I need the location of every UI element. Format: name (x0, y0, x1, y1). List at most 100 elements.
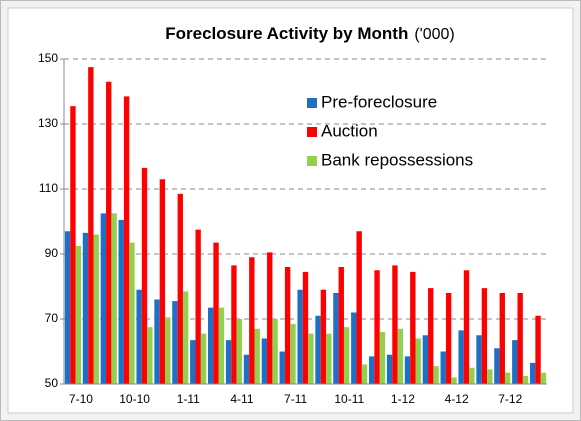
bar (386, 354, 393, 384)
bar (320, 289, 327, 384)
bar (535, 315, 541, 384)
bar (100, 213, 107, 384)
bar (458, 330, 464, 384)
bar (333, 293, 339, 384)
bar (154, 299, 160, 384)
legend-label: Auction (321, 121, 378, 140)
bar (463, 270, 470, 384)
bar (369, 356, 375, 384)
bar (494, 348, 500, 384)
bar (361, 364, 368, 384)
y-tick-label: 150 (38, 51, 58, 65)
bar (200, 333, 207, 384)
bar (404, 356, 411, 384)
chart-title-group: Foreclosure Activity by Month ('000) (165, 24, 454, 43)
bar (261, 338, 268, 384)
bar (225, 340, 232, 384)
y-tick-label: 90 (45, 246, 59, 260)
bar (182, 291, 189, 384)
bar (540, 372, 547, 384)
x-tick-label: 10-11 (334, 392, 364, 406)
bar (141, 167, 148, 384)
bar (172, 301, 178, 384)
bar (499, 293, 505, 384)
bar (445, 293, 452, 384)
bar (290, 323, 296, 384)
legend-label: Pre-foreclosure (321, 92, 437, 111)
chart-title: Foreclosure Activity by Month (165, 24, 408, 43)
bar (129, 242, 135, 384)
bar (75, 245, 81, 384)
bar (93, 234, 99, 384)
y-tick-label: 50 (45, 376, 59, 390)
bar (123, 96, 130, 384)
bar (530, 362, 536, 384)
legend-swatch (307, 156, 317, 166)
x-tick-label: 4-11 (230, 392, 253, 406)
bar (213, 242, 219, 384)
bar (410, 271, 416, 384)
bar (249, 257, 255, 384)
bar (326, 333, 332, 384)
bar (356, 231, 362, 384)
bar (392, 265, 398, 384)
x-tick-label: 10-10 (119, 392, 150, 406)
bar (177, 193, 183, 384)
y-tick-label: 130 (38, 116, 58, 130)
bar (522, 375, 529, 384)
bar (397, 328, 403, 384)
bar (208, 307, 214, 384)
bar (70, 106, 76, 384)
bar (415, 338, 421, 384)
bar (165, 317, 171, 384)
bar (267, 252, 273, 384)
bar (195, 229, 201, 384)
bar (297, 289, 303, 384)
bar (231, 265, 237, 384)
bar (272, 319, 278, 384)
legend-label: Bank repossessions (321, 150, 473, 169)
legend-swatch (307, 127, 317, 137)
bar (351, 312, 357, 384)
bar (440, 351, 446, 384)
bar (343, 327, 350, 384)
bar (136, 289, 142, 384)
x-tick-label: 1-11 (177, 392, 200, 406)
x-tick-label: 7-10 (69, 392, 93, 406)
bar (236, 319, 242, 384)
bar (111, 213, 117, 384)
bar (374, 270, 380, 384)
bar (190, 340, 196, 384)
bar (338, 267, 344, 384)
bar (279, 351, 285, 384)
bar (422, 335, 429, 384)
bar (451, 377, 457, 384)
bar (302, 271, 309, 384)
bar (315, 315, 321, 384)
bar (159, 179, 166, 384)
x-tick-label: 4-12 (445, 392, 469, 406)
x-tick-label: 1-12 (391, 392, 415, 406)
y-tick-label: 70 (45, 311, 59, 325)
bar (243, 354, 250, 384)
bar (476, 335, 482, 384)
bar (82, 232, 89, 384)
bar (308, 333, 314, 384)
y-tick-label: 110 (39, 181, 58, 195)
bar (487, 369, 493, 384)
x-tick-label: 7-12 (498, 392, 522, 406)
bar (284, 267, 291, 384)
bar (147, 327, 153, 384)
bar (106, 81, 112, 384)
unit-note: ('000) (414, 26, 454, 43)
bar (512, 340, 518, 384)
bar (64, 231, 71, 384)
bar (517, 293, 523, 384)
bar (504, 372, 511, 384)
bar (433, 366, 439, 384)
bar (379, 332, 386, 384)
x-tick-label: 7-11 (284, 392, 307, 406)
bar (218, 307, 225, 384)
legend-swatch (307, 98, 317, 108)
